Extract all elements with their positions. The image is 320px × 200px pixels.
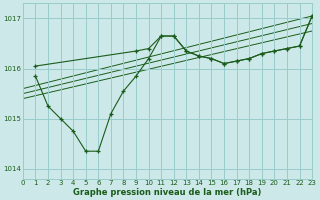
X-axis label: Graphe pression niveau de la mer (hPa): Graphe pression niveau de la mer (hPa) — [73, 188, 262, 197]
